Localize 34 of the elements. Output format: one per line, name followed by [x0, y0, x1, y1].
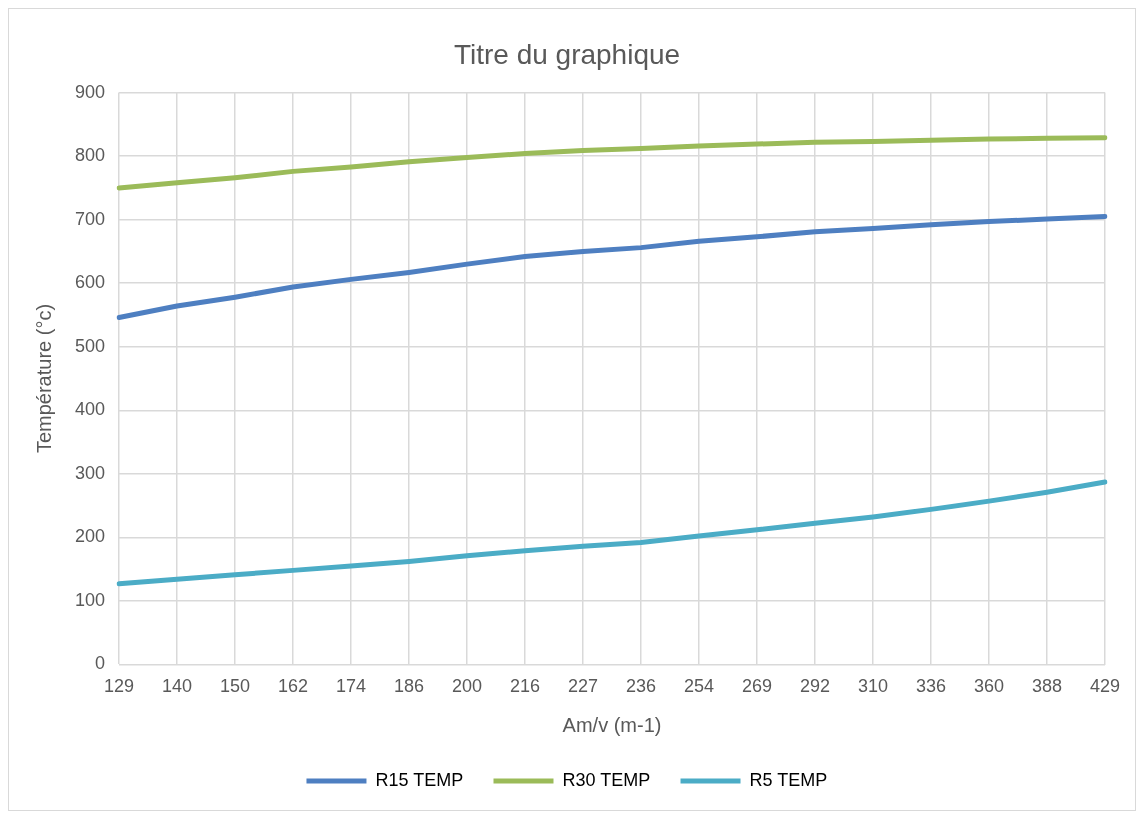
y-tick-label: 600 — [74, 272, 106, 293]
y-tick-label: 900 — [74, 81, 106, 102]
x-tick-label: 254 — [683, 676, 715, 697]
y-tick-label: 0 — [95, 653, 106, 674]
y-tick-label: 500 — [74, 335, 106, 356]
x-tick-label: 140 — [162, 676, 193, 697]
y-tick-label: 400 — [74, 399, 106, 420]
legend-label: R15 TEMP — [375, 769, 464, 790]
y-tick-label: 700 — [74, 208, 106, 229]
legend-label: R30 TEMP — [562, 769, 651, 790]
x-tick-label: 388 — [1031, 676, 1063, 697]
x-tick-label: 200 — [452, 676, 483, 697]
legend-label: R5 TEMP — [749, 769, 828, 790]
x-tick-label: 216 — [510, 676, 541, 697]
x-tick-label: 186 — [394, 676, 425, 697]
x-tick-label: 336 — [915, 676, 947, 697]
x-tick-label: 269 — [741, 676, 773, 697]
y-tick-label: 100 — [74, 589, 106, 610]
chart-title: Titre du graphique — [453, 38, 681, 70]
y-axis-title: Température (°c) — [32, 303, 55, 454]
y-tick-label: 800 — [74, 145, 106, 166]
x-tick-label: 129 — [104, 676, 135, 697]
x-tick-label: 292 — [799, 676, 831, 697]
x-tick-label: 360 — [973, 676, 1005, 697]
y-tick-label: 300 — [74, 462, 106, 483]
x-tick-label: 236 — [625, 676, 657, 697]
x-tick-label: 174 — [336, 676, 367, 697]
y-tick-label: 200 — [74, 526, 106, 547]
x-axis-title: Am/v (m-1) — [562, 713, 662, 736]
x-tick-label: 162 — [278, 676, 309, 697]
x-tick-label: 227 — [567, 676, 599, 697]
x-tick-label: 310 — [857, 676, 889, 697]
x-tick-label: 429 — [1089, 676, 1121, 697]
x-tick-label: 150 — [220, 676, 251, 697]
